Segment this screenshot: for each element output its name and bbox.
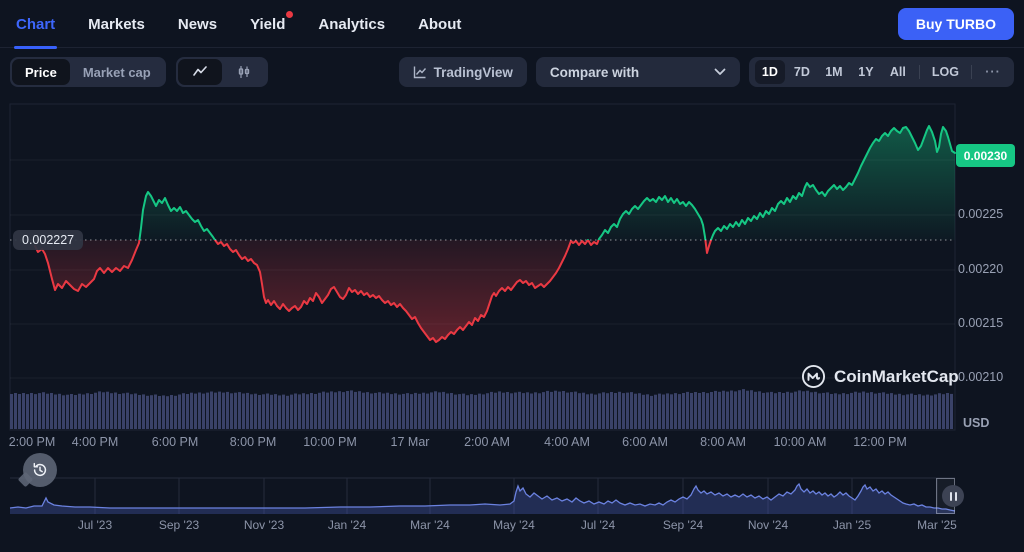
range-1d[interactable]: 1D — [754, 60, 785, 84]
nav-tab-analytics[interactable]: Analytics — [318, 0, 385, 48]
buy-turbo-button[interactable]: Buy TURBO — [897, 7, 1014, 40]
price-line-up — [138, 125, 956, 240]
divider — [918, 65, 920, 79]
navigator-axis-tick: Mar '25 — [917, 518, 957, 532]
x-axis-tick: 10:00 AM — [773, 435, 827, 449]
nav-tab-analytics-label: Analytics — [318, 15, 386, 33]
navigator-axis-tick: Jul '24 — [580, 518, 616, 532]
navigator-axis-tick: Mar '24 — [410, 518, 450, 532]
nav-tab-about-label: About — [418, 15, 462, 33]
baseline-price-label: 0.002227 — [13, 230, 84, 250]
chart-toolbar: Price Market cap TradingView Compare wit… — [10, 56, 1014, 88]
navigator-axis-tick: Sep '24 — [662, 518, 704, 532]
plot-border — [9, 103, 956, 431]
coinmarketcap-logo-icon — [801, 364, 826, 389]
x-axis-tick: 6:00 PM — [151, 435, 199, 449]
tradingview-button[interactable]: TradingView — [398, 57, 527, 87]
range-selector: 1D 7D 1M 1Y All LOG ··· — [748, 57, 1014, 87]
log-scale-button[interactable]: LOG — [926, 60, 965, 84]
tradingview-icon — [413, 66, 426, 79]
navigator-axis-tick: May '24 — [493, 518, 535, 532]
navigator-axis-tick: Jan '25 — [832, 518, 872, 532]
volume-bars — [10, 389, 953, 429]
compare-with-label: Compare with — [549, 64, 640, 80]
navigator-axis-tick: Sep '23 — [158, 518, 200, 532]
x-axis-tick: 17 Mar — [390, 435, 430, 449]
nav-tab-yield[interactable]: Yield — [250, 0, 294, 48]
nav-tab-chart-label: Chart — [16, 15, 56, 33]
nav-tab-markets[interactable]: Markets — [88, 0, 145, 48]
x-axis-tick: 10:00 PM — [303, 435, 357, 449]
range-all[interactable]: All — [883, 60, 913, 84]
line-chart-icon — [192, 66, 207, 76]
range-1m[interactable]: 1M — [819, 60, 849, 84]
metric-marketcap-option[interactable]: Market cap — [82, 64, 151, 80]
nav-tab-about[interactable]: About — [418, 0, 461, 48]
navigator-axis-tick: Jan '24 — [327, 518, 367, 532]
navigator-axis-tick: Nov '24 — [747, 518, 789, 532]
range-1y[interactable]: 1Y — [851, 60, 881, 84]
top-nav: Chart Markets News Yield Analytics About… — [0, 0, 1024, 49]
last-price-badge: 0.00230 — [956, 144, 1015, 167]
x-axis-tick: 8:00 PM — [229, 435, 277, 449]
toolbar-right-group: TradingView Compare with 1D 7D 1M 1Y All… — [398, 57, 1014, 87]
handle-bar — [949, 491, 952, 501]
price-area-up — [35, 126, 955, 240]
x-axis-tick: 2:00 AM — [464, 435, 510, 449]
navigator-chart[interactable] — [9, 477, 956, 514]
watermark-label: CoinMarketCap — [834, 366, 959, 386]
candlestick-icon — [238, 66, 249, 78]
chart-type-toggle — [175, 57, 268, 87]
metric-price-option[interactable]: Price — [12, 59, 70, 85]
handle-bar — [954, 491, 957, 501]
compare-with-dropdown[interactable]: Compare with — [535, 57, 740, 87]
line-chart-option[interactable] — [177, 59, 222, 85]
nav-tab-yield-label: Yield — [250, 15, 286, 33]
y-axis-tick: 0.00215 — [958, 316, 1004, 330]
x-axis-tick: 6:00 AM — [622, 435, 668, 449]
price-area-down — [35, 240, 955, 342]
watermark: CoinMarketCap — [801, 364, 959, 389]
navigator-drag-handle[interactable] — [942, 485, 964, 507]
reset-zoom-button[interactable] — [23, 453, 57, 487]
navigator-axis-tick: Jul '23 — [77, 518, 113, 532]
y-axis-tick: 0.00225 — [958, 207, 1004, 221]
x-axis-tick: 2:00 PM — [8, 435, 56, 449]
divider — [971, 65, 972, 79]
nav-tabs: Chart Markets News Yield Analytics About — [13, 0, 461, 49]
price-line-down — [34, 240, 713, 343]
navigator-axis-tick: Nov '23 — [243, 518, 285, 532]
range-7d[interactable]: 7D — [787, 60, 817, 84]
nav-tab-news-label: News — [177, 15, 218, 33]
nav-tab-news[interactable]: News — [178, 0, 217, 48]
more-options-button[interactable]: ··· — [978, 60, 1008, 84]
y-axis-tick: 0.00210 — [958, 370, 1004, 384]
x-axis-tick: 4:00 AM — [544, 435, 590, 449]
y-axis-unit-label: USD — [963, 416, 990, 430]
history-icon — [33, 462, 47, 477]
candlestick-option[interactable] — [222, 59, 266, 85]
tradingview-label: TradingView — [433, 64, 513, 80]
nav-tab-markets-label: Markets — [88, 15, 145, 33]
metric-toggle: Price Market cap — [10, 57, 166, 87]
x-axis-tick: 8:00 AM — [700, 435, 746, 449]
x-axis-tick: 4:00 PM — [71, 435, 119, 449]
chevron-down-icon — [714, 68, 726, 75]
navigator-area — [10, 484, 955, 514]
y-axis-tick: 0.00220 — [958, 262, 1004, 276]
notification-dot-icon — [286, 11, 294, 18]
navigator-line — [9, 482, 956, 512]
x-axis-tick: 12:00 PM — [853, 435, 907, 449]
nav-tab-chart[interactable]: Chart — [13, 0, 58, 49]
